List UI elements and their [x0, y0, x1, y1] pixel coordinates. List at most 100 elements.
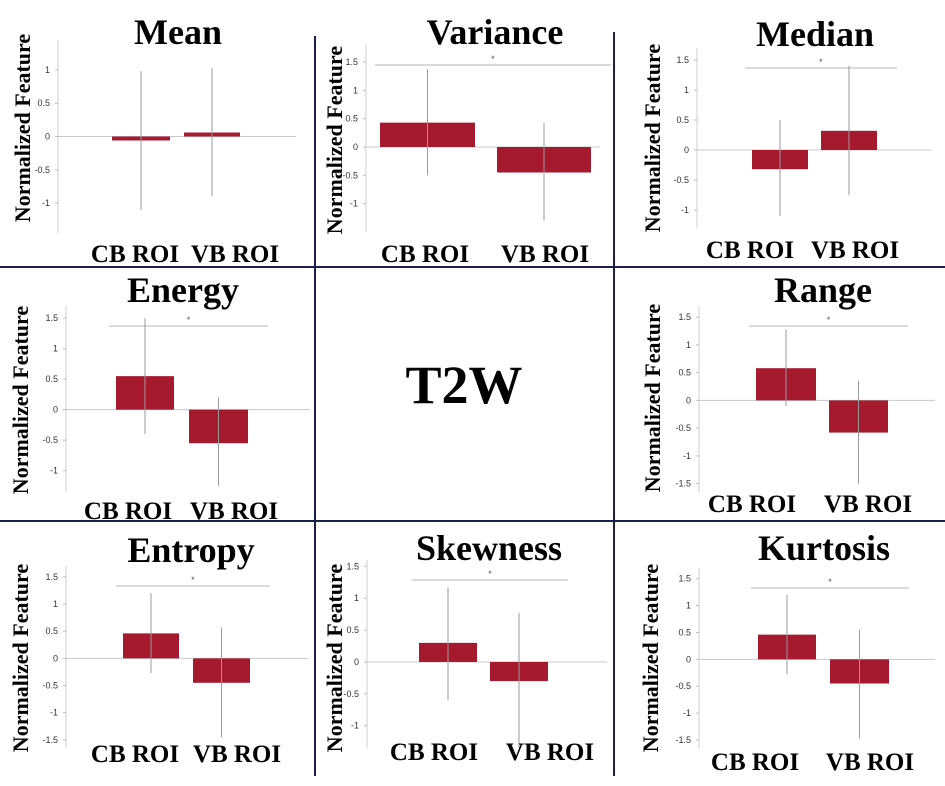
- y-axis-label: Normalized Feature: [322, 564, 347, 753]
- y-tick-label: -1: [351, 721, 359, 731]
- category-label: CB ROI: [390, 739, 478, 766]
- y-tick-label: 0.5: [37, 98, 50, 108]
- y-tick-label: 0: [353, 142, 358, 152]
- divider-vertical-right: [613, 32, 615, 776]
- y-tick-label: 0.5: [676, 115, 689, 125]
- y-tick-label: 0: [53, 405, 58, 415]
- chart-title: Range: [774, 270, 872, 310]
- category-label: VB ROI: [811, 237, 899, 264]
- significance-marker: *: [187, 315, 191, 325]
- y-tick-label: -0.5: [343, 689, 359, 699]
- divider-horizontal-bottom: [0, 520, 945, 522]
- category-label: VB ROI: [191, 241, 279, 268]
- y-axis-label: Normalized Feature: [322, 46, 347, 235]
- chart-title: Mean: [134, 12, 222, 52]
- chart-median: Median Normalized Feature 1.5 1 0.5 0 -0.5 -1 * C…: [640, 14, 932, 264]
- y-tick-label: 1: [686, 601, 691, 611]
- y-tick-label: -1: [42, 198, 50, 208]
- y-tick-label: 0.5: [346, 625, 359, 635]
- y-tick-label: -1.5: [675, 735, 691, 745]
- category-label: VB ROI: [501, 241, 589, 268]
- divider-horizontal-top: [0, 266, 945, 268]
- y-tick-label: -1: [683, 451, 691, 461]
- category-label: CB ROI: [711, 749, 799, 776]
- y-tick-label: 0.5: [45, 626, 58, 636]
- y-tick-label: 0: [53, 653, 58, 663]
- y-tick-label: 1.5: [345, 57, 358, 67]
- y-tick-label: 0.5: [45, 374, 58, 384]
- category-label: VB ROI: [193, 741, 281, 768]
- significance-marker: *: [488, 569, 492, 579]
- y-axis-label: Normalized Feature: [638, 564, 663, 753]
- y-tick-label: -1: [681, 205, 689, 215]
- significance-marker: *: [827, 315, 831, 325]
- significance-marker: *: [491, 54, 495, 64]
- y-tick-label: -0.5: [34, 165, 50, 175]
- y-tick-label: -0.5: [342, 170, 358, 180]
- chart-entropy: Entropy Normalized Feature 1.5 1 0.5 0 -0.5 -1 -…: [8, 530, 308, 768]
- y-tick-label: -1: [350, 199, 358, 209]
- y-tick-label: 0.5: [345, 114, 358, 124]
- divider-vertical-left: [314, 36, 316, 776]
- chart-range: Range Normalized Feature 1.5 1 0.5 0 -0.5 -1 -1.…: [640, 270, 935, 518]
- category-label: CB ROI: [708, 491, 796, 518]
- y-axis-label: Normalized Feature: [640, 304, 665, 493]
- category-label: VB ROI: [824, 491, 912, 518]
- category-label: CB ROI: [91, 741, 179, 768]
- y-tick-label: 1.5: [346, 561, 359, 571]
- y-tick-label: 1.5: [45, 572, 58, 582]
- category-label: CB ROI: [91, 241, 179, 268]
- y-tick-label: 1.5: [678, 312, 691, 322]
- significance-marker: *: [191, 575, 195, 585]
- y-tick-label: 0: [686, 395, 691, 405]
- y-tick-label: 0: [686, 654, 691, 664]
- significance-marker: *: [819, 57, 823, 67]
- y-tick-label: -0.5: [42, 681, 58, 691]
- center-label: T2W: [405, 355, 523, 415]
- y-tick-label: 1: [354, 593, 359, 603]
- y-axis-label: Normalized Feature: [640, 44, 665, 233]
- y-tick-label: 1.5: [678, 574, 691, 584]
- y-tick-label: 0: [45, 132, 50, 142]
- chart-title: Energy: [127, 270, 239, 310]
- y-tick-label: 1: [45, 65, 50, 75]
- chart-title: Variance: [427, 12, 564, 52]
- y-tick-label: 1: [353, 85, 358, 95]
- y-tick-label: -0.5: [675, 423, 691, 433]
- y-tick-label: 1: [53, 344, 58, 354]
- chart-mean: Mean Normalized Feature 1 0.5 0 -0.5 -1 CB ROI V…: [10, 12, 296, 268]
- y-tick-label: 1: [686, 340, 691, 350]
- category-label: CB ROI: [706, 237, 794, 264]
- y-tick-label: -0.5: [42, 435, 58, 445]
- y-tick-label: -1.5: [675, 479, 691, 489]
- y-tick-label: -0.5: [673, 175, 689, 185]
- chart-title: Skewness: [416, 528, 562, 568]
- category-label: VB ROI: [826, 749, 914, 776]
- chart-title: Entropy: [127, 530, 254, 570]
- chart-skewness: Skewness Normalized Feature 1.5 1 0.5 0 -0.5 -1…: [322, 528, 607, 766]
- y-tick-label: 1: [684, 85, 689, 95]
- y-tick-label: 0.5: [678, 368, 691, 378]
- chart-title: Median: [756, 14, 874, 54]
- y-tick-label: -1.5: [42, 735, 58, 745]
- significance-marker: *: [828, 577, 832, 587]
- chart-title: Kurtosis: [758, 528, 890, 568]
- y-tick-label: -1: [683, 708, 691, 718]
- y-axis-label: Normalized Feature: [10, 34, 35, 223]
- y-tick-label: 1: [53, 599, 58, 609]
- y-tick-label: -1: [50, 466, 58, 476]
- y-tick-label: 0: [354, 657, 359, 667]
- y-tick-label: 0.5: [678, 627, 691, 637]
- category-label: VB ROI: [506, 739, 594, 766]
- y-tick-label: 1.5: [676, 55, 689, 65]
- y-tick-label: 0: [684, 145, 689, 155]
- y-axis-label: Normalized Feature: [8, 564, 33, 753]
- y-tick-label: 1.5: [45, 313, 58, 323]
- chart-kurtosis: Kurtosis Normalized Feature 1.5 1 0.5 0 -0.5 -1…: [638, 528, 935, 776]
- category-label: CB ROI: [381, 241, 469, 268]
- y-tick-label: -0.5: [675, 681, 691, 691]
